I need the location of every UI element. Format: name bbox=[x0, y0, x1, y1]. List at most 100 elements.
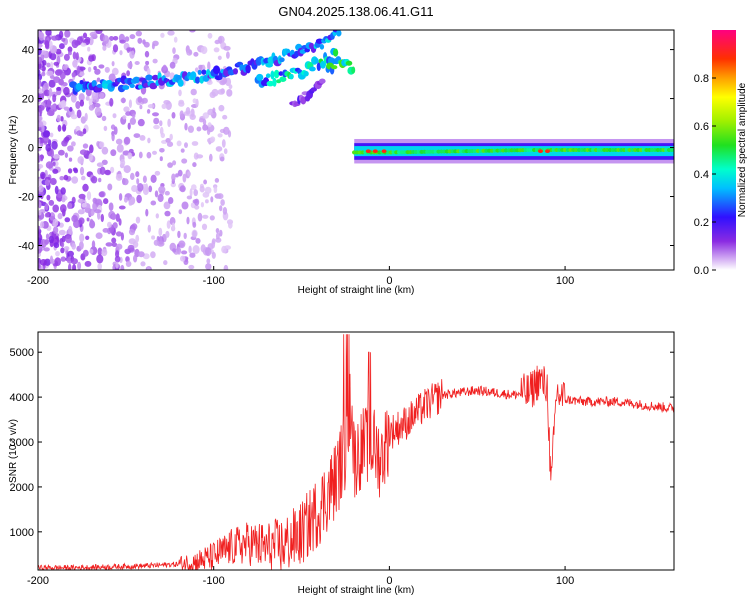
noise-cell bbox=[94, 106, 102, 116]
noise-cell bbox=[215, 228, 220, 234]
noise-cell bbox=[178, 89, 182, 97]
noise-cell bbox=[178, 240, 186, 249]
noise-cell bbox=[159, 148, 165, 153]
noise-cell bbox=[82, 143, 89, 149]
noise-cell bbox=[202, 112, 210, 119]
noise-cell bbox=[62, 124, 67, 132]
chart-title: GN04.2025.138.06.41.G11 bbox=[278, 4, 433, 19]
noise-cell bbox=[58, 229, 66, 236]
noise-cell bbox=[120, 97, 127, 104]
noise-cell bbox=[139, 104, 143, 110]
noise-cell bbox=[88, 153, 93, 162]
track-cell bbox=[129, 83, 135, 88]
noise-cell bbox=[223, 264, 229, 270]
noise-cell bbox=[44, 179, 50, 187]
track-cell bbox=[310, 87, 317, 92]
noise-cell bbox=[75, 101, 81, 109]
noise-cell bbox=[191, 184, 197, 191]
noise-cell bbox=[42, 130, 50, 138]
noise-cell bbox=[63, 174, 69, 181]
noise-cell bbox=[120, 158, 126, 167]
noise-cell bbox=[85, 235, 90, 240]
noise-cell bbox=[88, 104, 95, 111]
noise-cell bbox=[194, 198, 200, 206]
noise-cell bbox=[125, 256, 130, 263]
track-cell bbox=[331, 65, 338, 70]
noise-cell bbox=[192, 162, 197, 168]
noise-cell bbox=[49, 177, 57, 186]
track-cell bbox=[79, 80, 84, 85]
noise-cell bbox=[108, 202, 114, 211]
track-cell bbox=[201, 69, 207, 75]
noise-cell bbox=[213, 186, 218, 194]
noise-cell bbox=[38, 262, 41, 269]
noise-cell bbox=[200, 46, 208, 55]
noise-cell bbox=[78, 209, 83, 215]
spectrogram-cells bbox=[38, 30, 674, 270]
noise-cell bbox=[92, 197, 98, 204]
noise-cell bbox=[181, 250, 188, 255]
track-cell bbox=[245, 64, 251, 74]
noise-cell bbox=[51, 140, 58, 150]
noise-cell bbox=[176, 246, 182, 255]
x-tick-label: 100 bbox=[556, 275, 574, 287]
noise-cell bbox=[163, 260, 168, 266]
noise-cell bbox=[38, 56, 43, 65]
track-cell bbox=[151, 74, 159, 81]
noise-cell bbox=[50, 148, 54, 158]
noise-cell bbox=[129, 34, 136, 40]
noise-cell bbox=[186, 195, 193, 200]
track-cell bbox=[351, 66, 356, 74]
noise-cell bbox=[101, 159, 108, 165]
y-tick-label: -20 bbox=[18, 192, 34, 204]
noise-cell bbox=[189, 113, 196, 120]
noise-cell bbox=[210, 196, 214, 203]
noise-cell bbox=[172, 248, 177, 253]
noise-cell bbox=[206, 80, 213, 85]
noise-cell bbox=[172, 47, 176, 54]
noise-cell bbox=[62, 64, 68, 71]
noise-cell bbox=[204, 186, 212, 194]
y-tick-label: 20 bbox=[22, 94, 34, 106]
x-tick-label: -200 bbox=[27, 275, 49, 287]
noise-cell bbox=[41, 71, 46, 77]
noise-cell bbox=[125, 111, 132, 116]
noise-cell bbox=[48, 199, 55, 206]
noise-cell bbox=[150, 200, 157, 206]
noise-cell bbox=[71, 39, 79, 49]
noise-cell bbox=[89, 31, 97, 37]
noise-cell bbox=[219, 156, 225, 162]
noise-cell bbox=[147, 137, 151, 144]
noise-cell bbox=[137, 96, 143, 103]
noise-cell bbox=[38, 237, 42, 246]
y-tick-label: 2000 bbox=[10, 482, 34, 494]
colorbar: 0.0 0.2 0.4 0.6 0.8 Normalized spectral ampl… bbox=[694, 30, 748, 277]
noise-cell bbox=[183, 232, 187, 240]
noise-cell bbox=[103, 198, 109, 205]
noise-cell bbox=[68, 225, 73, 235]
noise-cell bbox=[108, 73, 116, 83]
noise-cell bbox=[125, 260, 132, 267]
noise-cell bbox=[98, 92, 105, 99]
noise-cell bbox=[151, 235, 156, 240]
noise-cell bbox=[40, 221, 45, 229]
noise-cell bbox=[95, 232, 103, 239]
noise-cell bbox=[120, 264, 125, 270]
noise-cell bbox=[186, 216, 190, 225]
snr-panel: -200 -100 0 100 1000 2000 3000 4000 5000 Height… bbox=[8, 331, 675, 596]
noise-cell bbox=[197, 212, 203, 222]
noise-cell bbox=[91, 240, 96, 250]
x-tick-label: 100 bbox=[556, 575, 574, 587]
noise-cell bbox=[171, 222, 175, 231]
noise-cell bbox=[146, 266, 151, 270]
noise-cell bbox=[215, 146, 223, 152]
noise-cell bbox=[146, 109, 151, 114]
y-tick-label: 1000 bbox=[10, 527, 34, 539]
noise-cell bbox=[194, 67, 199, 73]
noise-cell bbox=[189, 188, 193, 197]
track-cell bbox=[303, 70, 309, 77]
track-cell bbox=[145, 74, 153, 81]
noise-cell bbox=[38, 178, 44, 187]
noise-cell bbox=[38, 120, 44, 128]
track-cell bbox=[319, 44, 325, 50]
